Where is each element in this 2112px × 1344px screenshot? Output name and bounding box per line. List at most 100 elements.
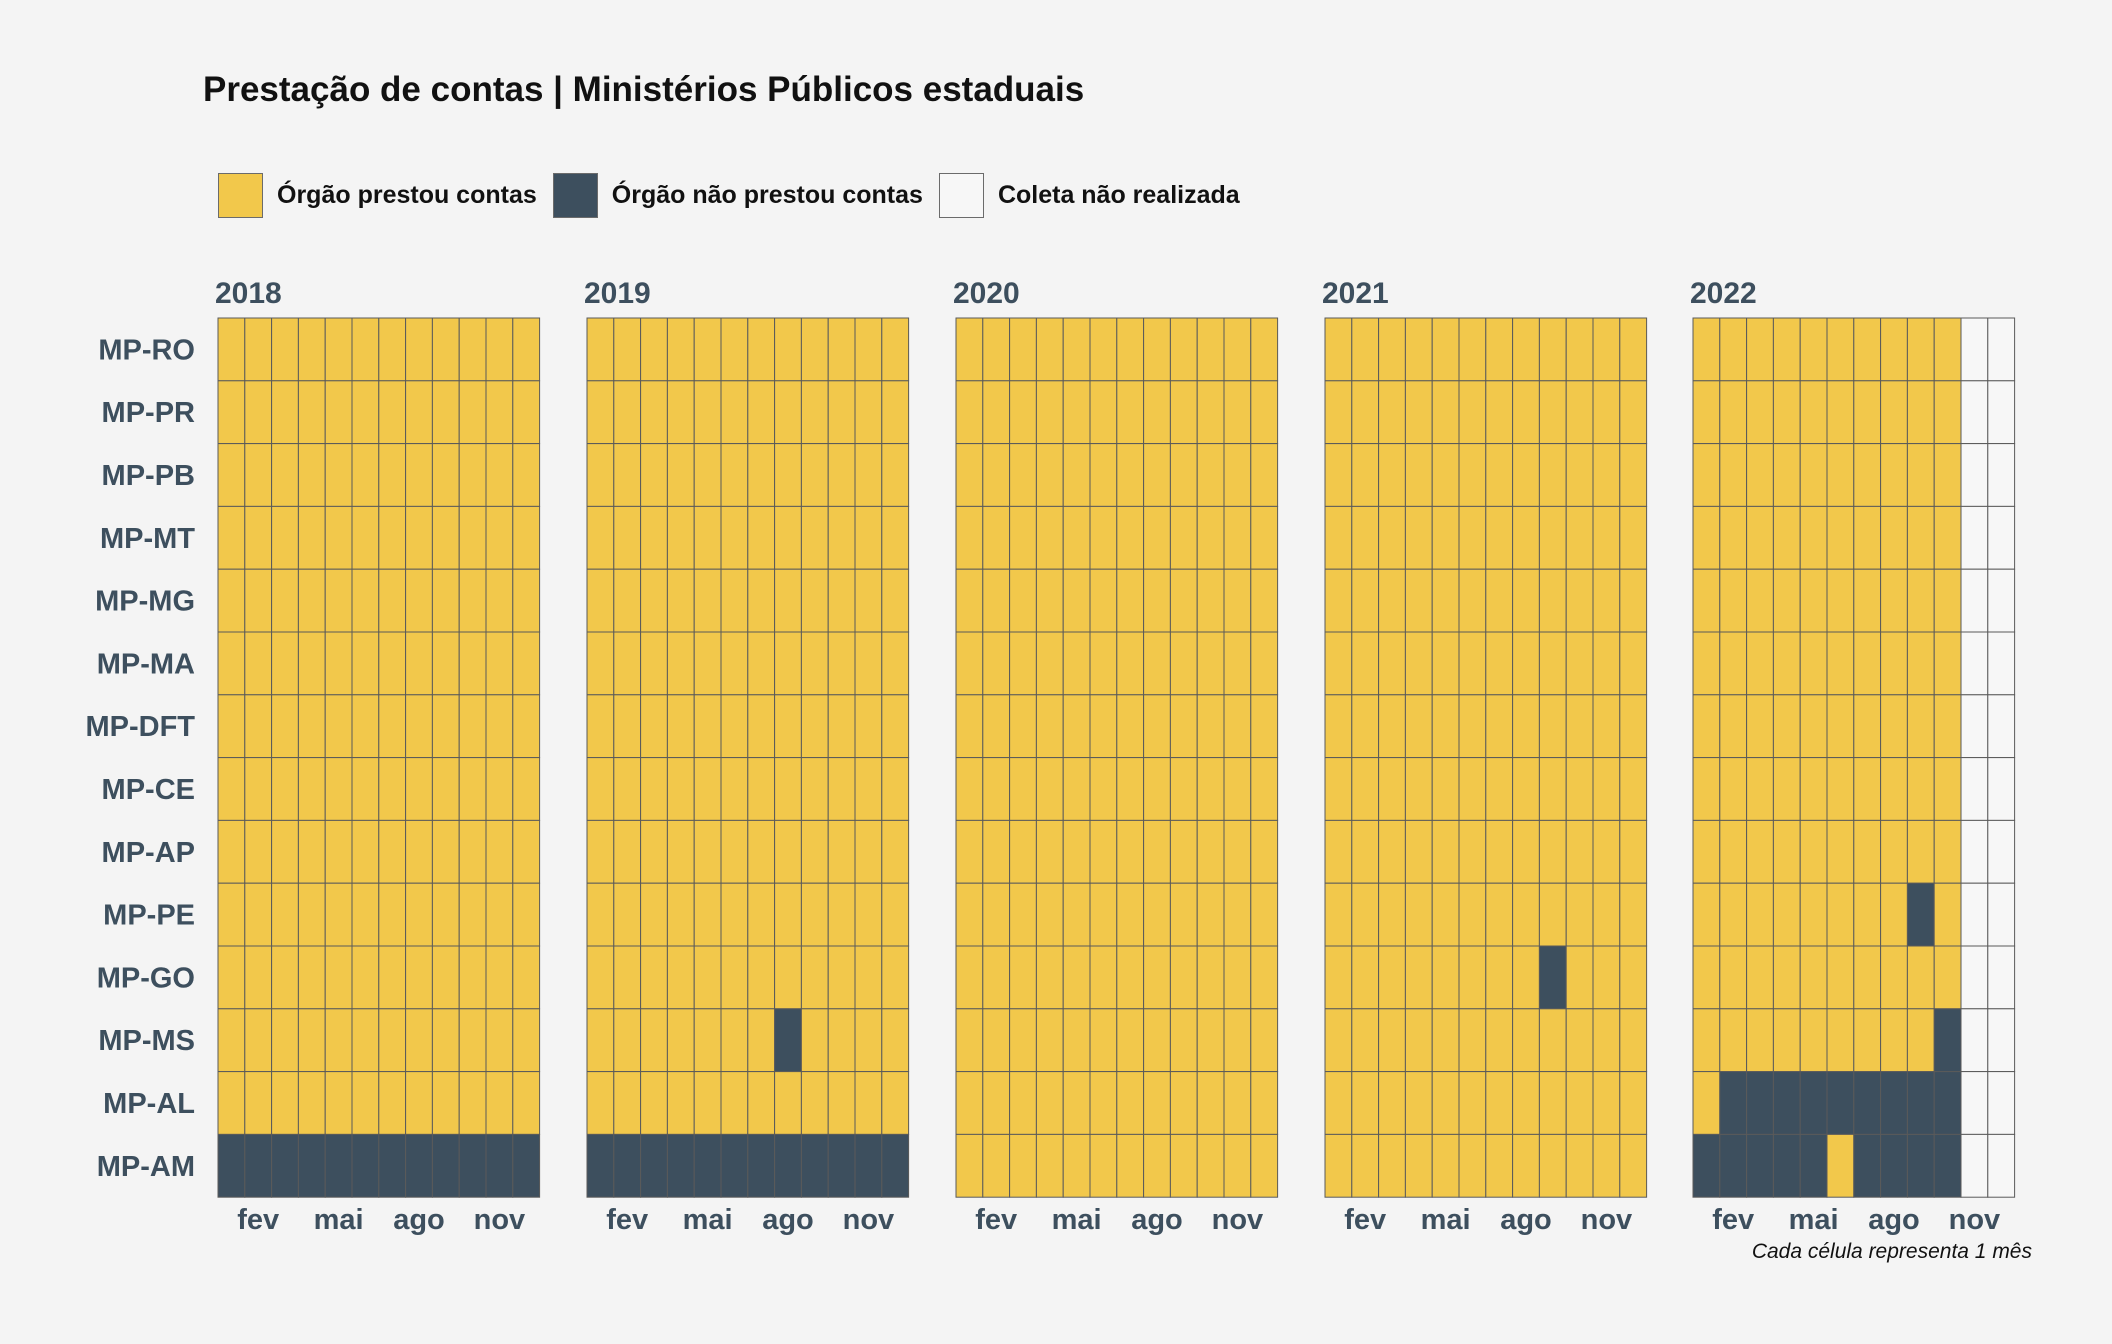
cell-2019-mp-go-m9 [800, 945, 829, 1010]
cell-2018-mp-ap-m11 [485, 819, 514, 884]
cell-2019-mp-ma-m11 [854, 631, 883, 696]
cell-2020-mp-ro-m3 [1009, 317, 1037, 382]
cell-2022-mp-pb-m12 [1987, 443, 2016, 507]
cell-2018-mp-pe-m5 [324, 882, 353, 947]
cell-2020-mp-pb-m3 [1009, 443, 1037, 507]
cell-2022-mp-al-m9 [1906, 1071, 1935, 1135]
cell-2018-mp-pr-m11 [485, 380, 514, 445]
cell-2019-mp-ce-m7 [747, 757, 776, 821]
cell-2019-mp-pb-m11 [854, 443, 883, 507]
cell-2020-mp-al-m10 [1196, 1071, 1225, 1135]
cell-2022-mp-ap-m2 [1719, 819, 1748, 884]
row-label-mp-ro: MP-RO [98, 334, 195, 366]
cell-2018-mp-ma-m1 [217, 631, 246, 696]
cell-2018-mp-mt-m6 [351, 505, 380, 570]
cell-2020-mp-al-m7 [1116, 1071, 1145, 1135]
cell-2021-mp-pr-m12 [1619, 380, 1648, 445]
cell-2022-mp-go-m1 [1692, 945, 1721, 1010]
cell-2019-mp-am-m8 [774, 1133, 802, 1198]
cell-2021-mp-mg-m11 [1592, 568, 1621, 633]
cell-2020-mp-pr-m5 [1062, 380, 1091, 445]
cell-2020-mp-ma-m10 [1196, 631, 1225, 696]
cell-2018-mp-ce-m9 [431, 757, 460, 821]
cell-2022-mp-am-m9 [1906, 1133, 1935, 1198]
cell-2018-mp-ap-m12 [512, 819, 541, 884]
cell-2019-mp-pb-m4 [666, 443, 695, 507]
cell-2021-mp-pb-m11 [1592, 443, 1621, 507]
cell-2021-mp-ro-m3 [1378, 317, 1406, 382]
legend-swatch-prestou [218, 172, 263, 218]
cell-2022-mp-pb-m2 [1719, 443, 1748, 507]
cell-2020-mp-mt-m6 [1089, 505, 1118, 570]
cell-2020-mp-go-m8 [1143, 945, 1171, 1010]
cell-2020-mp-ce-m2 [982, 757, 1011, 821]
cell-2018-mp-mt-m12 [512, 505, 541, 570]
row-label-mp-pb: MP-PB [102, 460, 195, 492]
cell-2018-mp-mg-m12 [512, 568, 541, 633]
cell-2022-mp-mt-m4 [1772, 505, 1801, 570]
cell-2019-mp-ma-m12 [881, 631, 910, 696]
cell-2018-mp-mt-m5 [324, 505, 353, 570]
cell-2021-mp-ce-m8 [1512, 757, 1540, 821]
cell-2021-mp-al-m2 [1351, 1071, 1380, 1135]
cell-2018-mp-dft-m5 [324, 694, 353, 759]
cell-2022-mp-am-m7 [1853, 1133, 1882, 1198]
cell-2020-mp-pe-m5 [1062, 882, 1091, 947]
cell-2020-mp-dft-m2 [982, 694, 1011, 759]
cell-2021-mp-am-m12 [1619, 1133, 1648, 1198]
cell-2020-mp-ro-m10 [1196, 317, 1225, 382]
cell-2021-mp-dft-m10 [1565, 694, 1594, 759]
cell-2018-mp-ma-m10 [458, 631, 487, 696]
cell-2021-mp-ce-m3 [1378, 757, 1406, 821]
cell-2020-mp-go-m5 [1062, 945, 1091, 1010]
cell-2018-mp-ma-m9 [431, 631, 460, 696]
cell-2018-mp-pe-m3 [271, 882, 299, 947]
cell-2018-mp-pr-m3 [271, 380, 299, 445]
cell-2020-mp-al-m11 [1223, 1071, 1252, 1135]
cell-2018-mp-ms-m9 [431, 1008, 460, 1073]
cell-2022-mp-mt-m5 [1799, 505, 1828, 570]
cell-2022-mp-go-m5 [1799, 945, 1828, 1010]
cell-2020-mp-pb-m5 [1062, 443, 1091, 507]
cell-2021-mp-am-m9 [1538, 1133, 1567, 1198]
legend-label-nao-realizada: Coleta não realizada [997, 180, 1240, 209]
cell-2018-mp-pb-m5 [324, 443, 353, 507]
cell-2021-mp-am-m2 [1351, 1133, 1380, 1198]
cell-2019-mp-ms-m6 [720, 1008, 749, 1073]
cell-2021-mp-pe-m10 [1565, 882, 1594, 947]
cell-2020-mp-mg-m2 [982, 568, 1011, 633]
cell-2018-mp-ma-m8 [405, 631, 433, 696]
cell-2018-mp-ce-m4 [297, 757, 326, 821]
cell-2021-mp-pb-m3 [1378, 443, 1406, 507]
tick-label-2019-mai: mai [683, 1204, 733, 1236]
cell-2018-mp-mg-m3 [271, 568, 299, 633]
cell-2019-mp-pr-m10 [827, 380, 856, 445]
cell-2018-mp-pb-m1 [217, 443, 246, 507]
cell-2018-mp-mg-m4 [297, 568, 326, 633]
cell-2019-mp-ma-m3 [640, 631, 668, 696]
cell-2019-mp-go-m7 [747, 945, 776, 1010]
cell-2022-mp-ma-m10 [1933, 631, 1962, 696]
cell-2018-mp-ms-m11 [485, 1008, 514, 1073]
cell-2019-mp-mg-m10 [827, 568, 856, 633]
cell-2020-mp-al-m5 [1062, 1071, 1091, 1135]
cell-2022-mp-dft-m9 [1906, 694, 1935, 759]
cell-2018-mp-ce-m1 [217, 757, 246, 821]
cell-2018-mp-ro-m3 [271, 317, 299, 382]
cell-2022-mp-go-m6 [1826, 945, 1855, 1010]
cell-2021-mp-ce-m5 [1431, 757, 1460, 821]
cell-2020-mp-go-m10 [1196, 945, 1225, 1010]
cell-2018-mp-ce-m7 [378, 757, 407, 821]
cell-2021-mp-am-m11 [1592, 1133, 1621, 1198]
cell-2019-mp-pe-m12 [881, 882, 910, 947]
cell-2019-mp-al-m9 [800, 1071, 829, 1135]
cell-2019-mp-ce-m10 [827, 757, 856, 821]
year-panel-2020 [955, 317, 1279, 1198]
cell-2018-mp-pe-m11 [485, 882, 514, 947]
tick-label-2019-nov: nov [843, 1204, 895, 1236]
cell-2021-mp-mg-m5 [1431, 568, 1460, 633]
cell-2022-mp-ms-m1 [1692, 1008, 1721, 1073]
cell-2020-mp-ap-m11 [1223, 819, 1252, 884]
cell-2018-mp-pb-m10 [458, 443, 487, 507]
tick-label-2020-nov: nov [1212, 1204, 1264, 1236]
